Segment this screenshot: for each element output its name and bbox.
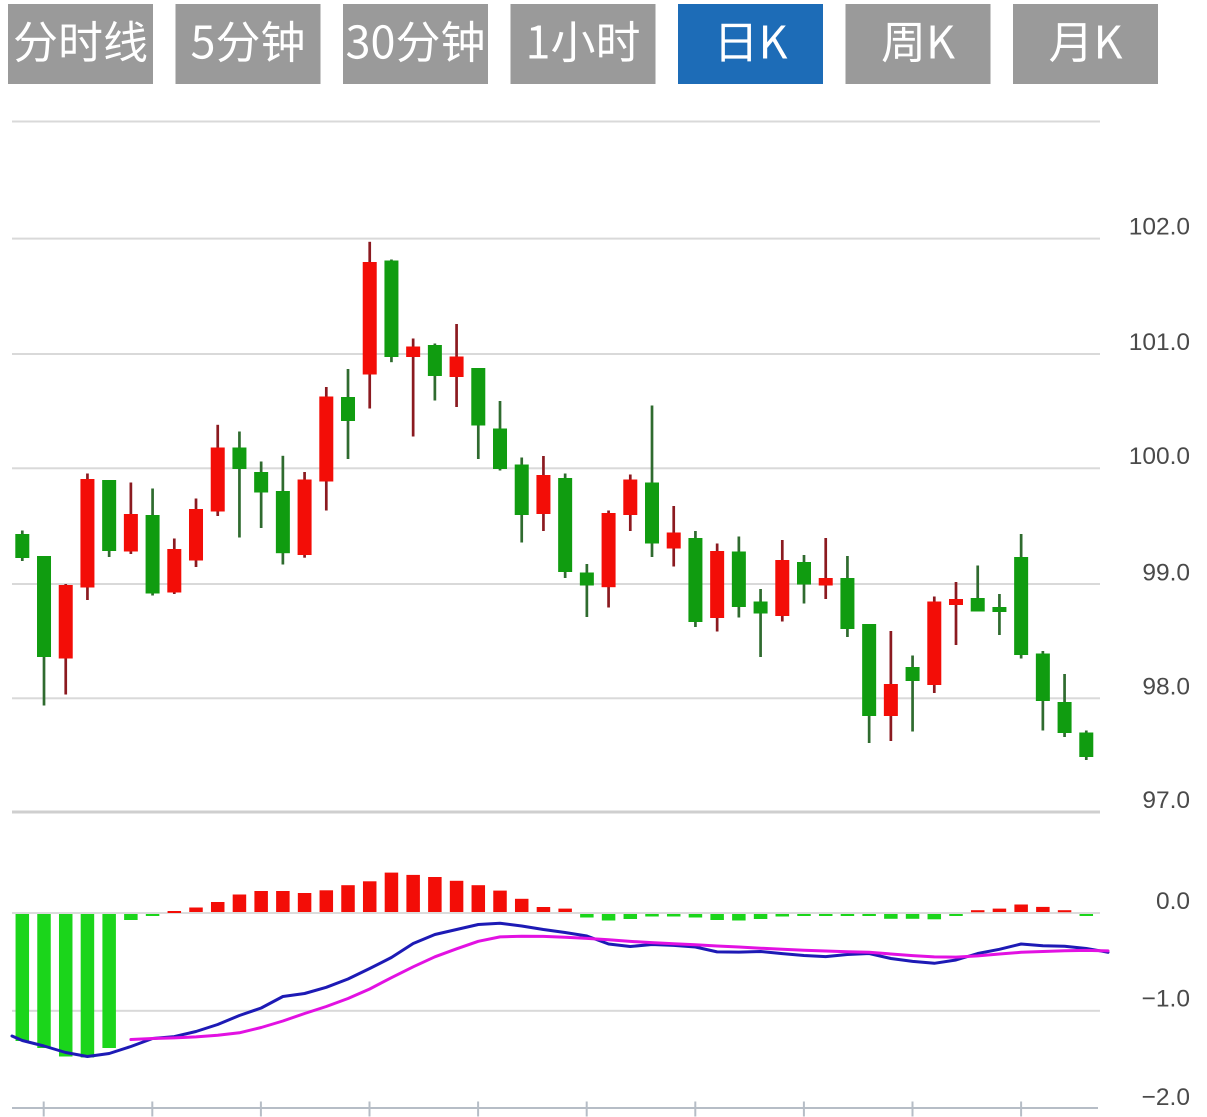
svg-text:98.0: 98.0 bbox=[1142, 674, 1190, 701]
svg-text:0.0: 0.0 bbox=[1156, 888, 1190, 915]
svg-text:−2.0: −2.0 bbox=[1142, 1084, 1190, 1111]
svg-text:97.0: 97.0 bbox=[1142, 787, 1190, 814]
svg-text:102.0: 102.0 bbox=[1129, 214, 1190, 241]
svg-text:100.0: 100.0 bbox=[1129, 443, 1190, 470]
svg-text:101.0: 101.0 bbox=[1129, 329, 1190, 356]
svg-text:−1.0: −1.0 bbox=[1142, 986, 1190, 1013]
svg-text:99.0: 99.0 bbox=[1142, 560, 1190, 587]
